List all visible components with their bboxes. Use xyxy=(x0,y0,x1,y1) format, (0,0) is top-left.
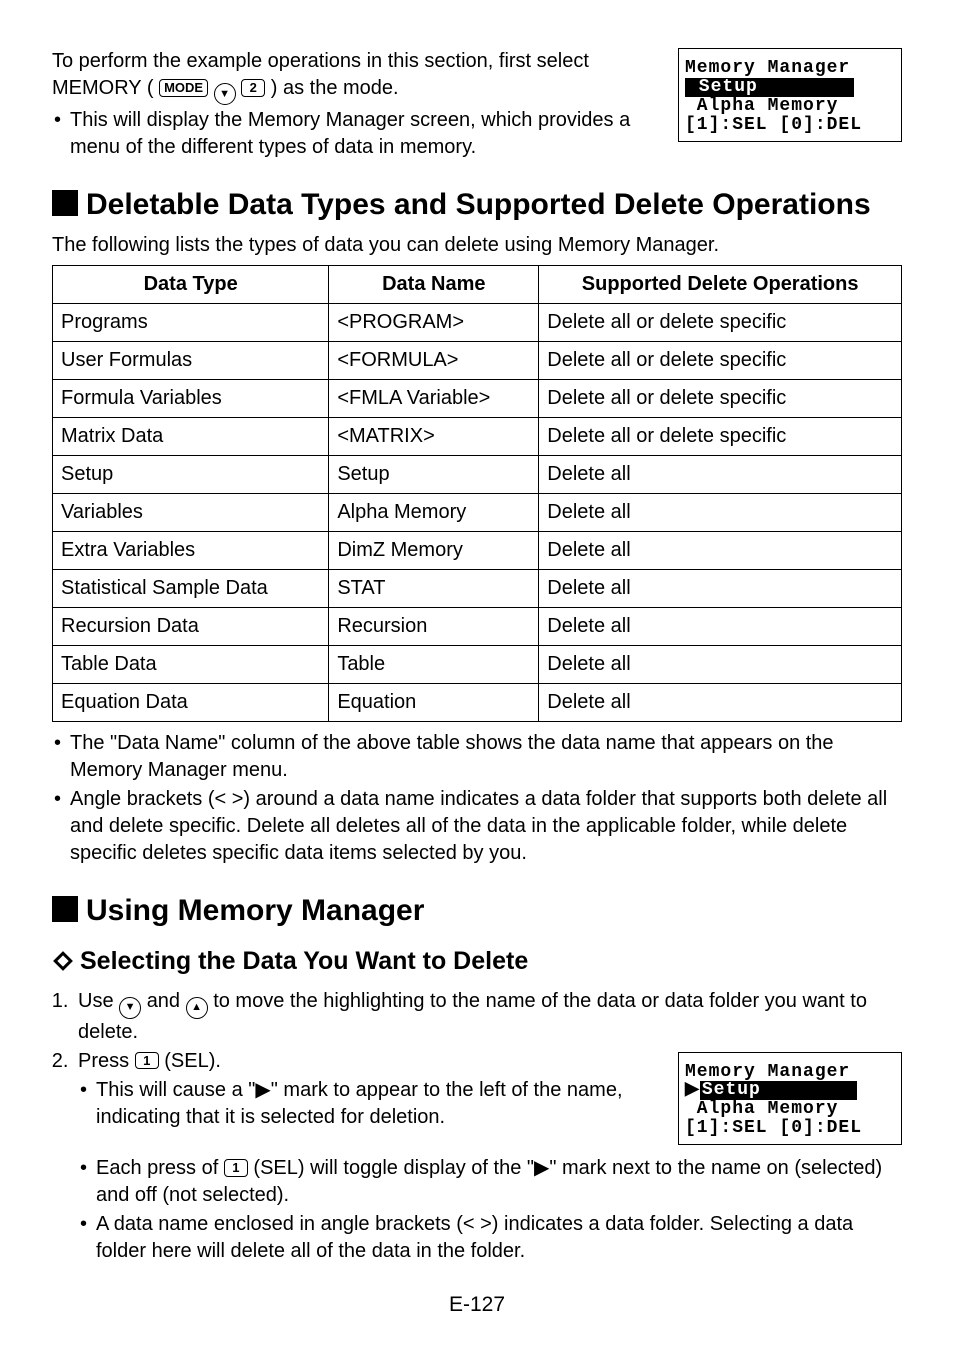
cell: Delete all or delete specific xyxy=(539,303,902,341)
subheading-selecting: Selecting the Data You Want to Delete xyxy=(52,945,902,982)
down-arrow-key: ▼ xyxy=(214,83,236,105)
cell: Delete all xyxy=(539,493,902,531)
cell: Matrix Data xyxy=(53,417,329,455)
steps-list: Use ▼ and ▲ to move the highlighting to … xyxy=(52,988,902,1265)
intro-line1b: MEMORY ( xyxy=(52,77,154,99)
cell: <PROGRAM> xyxy=(329,303,539,341)
cell: <FMLA Variable> xyxy=(329,379,539,417)
cell: Delete all xyxy=(539,683,902,721)
heading-using-mm: Using Memory Manager xyxy=(52,891,902,932)
cell: Recursion Data xyxy=(53,607,329,645)
lcd1-line2: Setup xyxy=(685,78,854,97)
table-row: User Formulas<FORMULA>Delete all or dele… xyxy=(53,341,902,379)
cell: Extra Variables xyxy=(53,531,329,569)
mode-key: MODE xyxy=(159,79,208,97)
intro-bullets: This will display the Memory Manager scr… xyxy=(52,107,902,161)
table-row: Equation DataEquationDelete all xyxy=(53,683,902,721)
heading-deletable: Deletable Data Types and Supported Delet… xyxy=(52,185,902,226)
cell: DimZ Memory xyxy=(329,531,539,569)
cell: Programs xyxy=(53,303,329,341)
table-notes: The "Data Name" column of the above tabl… xyxy=(52,730,902,867)
diamond-icon xyxy=(52,948,74,982)
cell: Delete all xyxy=(539,645,902,683)
cell: Equation Data xyxy=(53,683,329,721)
cell: User Formulas xyxy=(53,341,329,379)
intro-bullet-1: This will display the Memory Manager scr… xyxy=(52,107,902,161)
step-1: Use ▼ and ▲ to move the highlighting to … xyxy=(74,988,902,1045)
table-row: Formula Variables<FMLA Variable>Delete a… xyxy=(53,379,902,417)
cell: Formula Variables xyxy=(53,379,329,417)
table-row: Recursion DataRecursionDelete all xyxy=(53,607,902,645)
cell: Recursion xyxy=(329,607,539,645)
table-row: Extra VariablesDimZ MemoryDelete all xyxy=(53,531,902,569)
cell: <MATRIX> xyxy=(329,417,539,455)
two-key: 2 xyxy=(241,79,265,97)
cell: Delete all or delete specific xyxy=(539,417,902,455)
table-row: SetupSetupDelete all xyxy=(53,455,902,493)
th-data-type: Data Type xyxy=(53,265,329,303)
step2-bullet-3: A data name enclosed in angle brackets (… xyxy=(78,1211,902,1265)
intro-line1c: ) as the mode. xyxy=(271,77,399,99)
table-row: VariablesAlpha MemoryDelete all xyxy=(53,493,902,531)
heading-deletable-sub: The following lists the types of data yo… xyxy=(52,232,902,259)
cell: Delete all xyxy=(539,531,902,569)
square-bullet-icon xyxy=(52,896,78,922)
one-key: 1 xyxy=(224,1159,248,1177)
step1-b: and xyxy=(147,990,186,1012)
note-2: Angle brackets (< >) around a data name … xyxy=(52,786,902,867)
lcd1-line1: Memory Manager xyxy=(685,59,895,78)
step1-a: Use xyxy=(78,990,119,1012)
step2-a: Press xyxy=(78,1050,135,1072)
step2-bullets-2: Each press of 1 (SEL) will toggle displa… xyxy=(78,1155,902,1265)
cell: Table xyxy=(329,645,539,683)
cell: Delete all xyxy=(539,569,902,607)
heading-deletable-text: Deletable Data Types and Supported Delet… xyxy=(86,188,871,221)
cell: Setup xyxy=(53,455,329,493)
table-row: Table DataTableDelete all xyxy=(53,645,902,683)
one-key: 1 xyxy=(135,1052,159,1070)
step2-bullets: This will cause a "▶" mark to appear to … xyxy=(78,1077,902,1131)
step2-bullet-1: This will cause a "▶" mark to appear to … xyxy=(78,1077,902,1131)
heading-using-mm-text: Using Memory Manager xyxy=(86,894,424,927)
cell: Delete all or delete specific xyxy=(539,341,902,379)
square-bullet-icon xyxy=(52,190,78,216)
cell: Variables xyxy=(53,493,329,531)
intro-line1a: To perform the example operations in thi… xyxy=(52,50,589,72)
data-types-table: Data Type Data Name Supported Delete Ope… xyxy=(52,265,902,722)
step-2: Press 1 (SEL). Memory Manager ▶Setup Alp… xyxy=(74,1048,902,1266)
th-supported-ops: Supported Delete Operations xyxy=(539,265,902,303)
subheading-selecting-text: Selecting the Data You Want to Delete xyxy=(80,947,528,975)
step2-b2a: Each press of xyxy=(96,1157,224,1179)
cell: Table Data xyxy=(53,645,329,683)
cell: Equation xyxy=(329,683,539,721)
cell: Delete all xyxy=(539,455,902,493)
step2-bullet-2: Each press of 1 (SEL) will toggle displa… xyxy=(78,1155,902,1209)
note-1: The "Data Name" column of the above tabl… xyxy=(52,730,902,784)
th-data-name: Data Name xyxy=(329,265,539,303)
page-number: E-127 xyxy=(52,1291,902,1319)
table-row: Statistical Sample DataSTATDelete all xyxy=(53,569,902,607)
cell: <FORMULA> xyxy=(329,341,539,379)
cell: Delete all or delete specific xyxy=(539,379,902,417)
cell: STAT xyxy=(329,569,539,607)
down-arrow-key: ▼ xyxy=(119,997,141,1019)
table-row: Programs<PROGRAM>Delete all or delete sp… xyxy=(53,303,902,341)
table-row: Matrix Data<MATRIX>Delete all or delete … xyxy=(53,417,902,455)
up-arrow-key: ▲ xyxy=(186,997,208,1019)
step2-a-end: (SEL). xyxy=(164,1050,221,1072)
cell: Setup xyxy=(329,455,539,493)
cell: Statistical Sample Data xyxy=(53,569,329,607)
cell: Delete all xyxy=(539,607,902,645)
cell: Alpha Memory xyxy=(329,493,539,531)
